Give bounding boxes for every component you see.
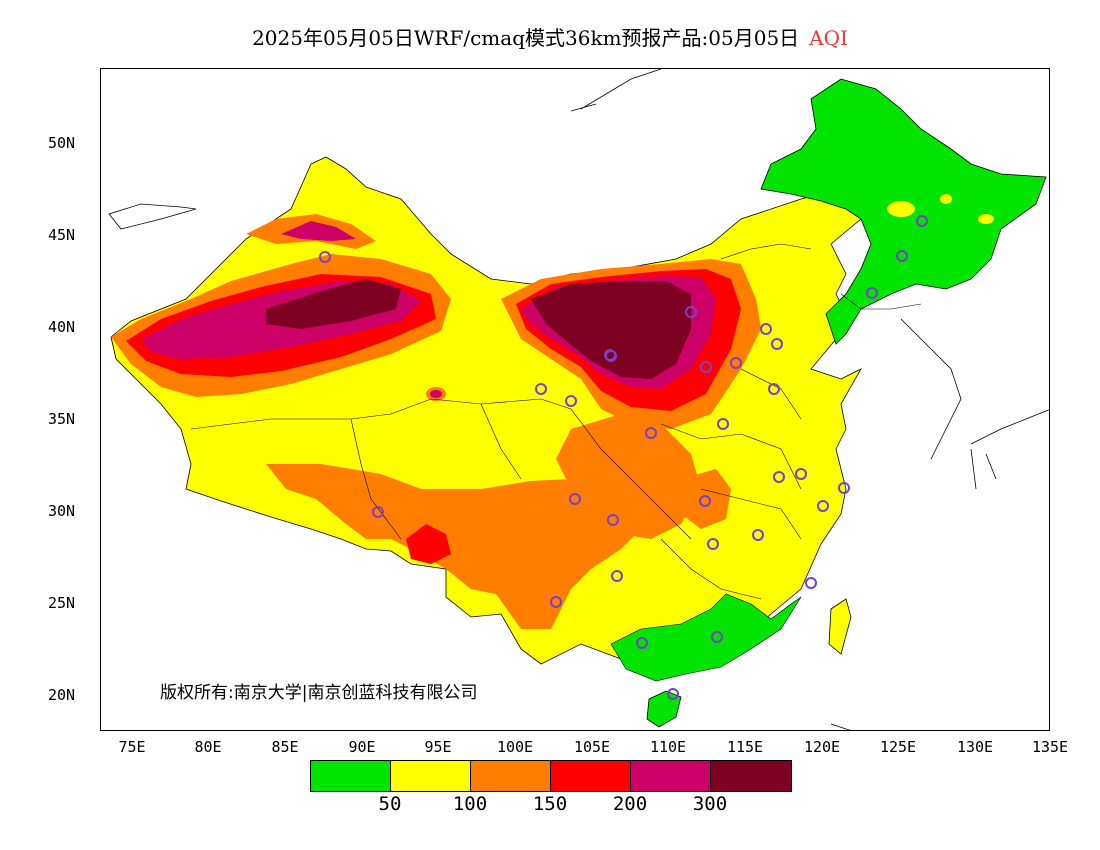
copyright-text: 版权所有:南京大学|南京创蓝科技有限公司	[160, 683, 478, 703]
monitoring-site	[717, 418, 729, 430]
lat-label-25: 25N	[48, 594, 76, 612]
legend-tick-200: 200	[612, 793, 648, 815]
lon-label-75: 75E	[118, 738, 146, 756]
region-very-unhealthy-north-core	[281, 221, 356, 241]
lon-label-110: 110E	[649, 738, 687, 756]
legend-swatch-moderate	[391, 761, 471, 791]
lon-label-80: 80E	[194, 738, 222, 756]
legend-swatch-good	[311, 761, 391, 791]
monitoring-site	[550, 596, 562, 608]
lon-label-105: 105E	[573, 738, 611, 756]
region-hazardous-north	[531, 281, 691, 379]
monitoring-site	[604, 349, 616, 361]
lon-label-85: 85E	[271, 738, 299, 756]
coastline-philippines	[830, 723, 851, 730]
lat-label-20: 20N	[48, 686, 76, 704]
monitoring-site	[730, 357, 742, 369]
legend-swatch-very-unhealthy	[631, 761, 711, 791]
monitoring-site	[667, 688, 679, 700]
lon-label-120: 120E	[803, 738, 841, 756]
lat-label-35: 35N	[48, 410, 76, 428]
lon-label-130: 130E	[956, 738, 994, 756]
monitoring-site	[636, 637, 648, 649]
map-title: 2025年05月05日WRF/cmaq模式36km预报产品:05月05日 AQI	[0, 22, 1100, 51]
region-moderate-taiwan	[828, 598, 852, 655]
lon-label-125: 125E	[879, 738, 917, 756]
region-moderate-ne-2	[978, 214, 994, 224]
region-usg-east	[681, 469, 731, 529]
monitoring-site	[768, 383, 780, 395]
monitoring-site	[319, 251, 331, 263]
monitoring-site	[866, 287, 878, 299]
monitoring-sites	[319, 215, 928, 700]
monitoring-site	[711, 631, 723, 643]
coastline-korea	[900, 318, 962, 460]
region-moderate-ne-3	[940, 194, 952, 204]
province-borders	[190, 243, 922, 600]
monitoring-site	[752, 529, 764, 541]
region-good-south	[610, 593, 802, 682]
monitoring-site	[707, 538, 719, 550]
region-usg-tibet	[266, 464, 656, 629]
monitoring-site	[771, 338, 783, 350]
region-good-hainan	[646, 690, 682, 728]
lon-label-115: 115E	[726, 738, 764, 756]
monitoring-site	[611, 570, 623, 582]
monitoring-site	[805, 577, 817, 589]
monitoring-site	[773, 471, 785, 483]
region-moderate-ne-1	[887, 201, 915, 217]
legend-tick-300: 300	[692, 793, 728, 815]
region-very-unhealthy-qinghai-spot	[430, 390, 442, 398]
lat-label-45: 45N	[48, 226, 76, 244]
lon-label-90: 90E	[348, 738, 376, 756]
coastline-lake	[108, 203, 197, 230]
lat-label-50: 50N	[48, 134, 76, 152]
lat-label-40: 40N	[48, 318, 76, 336]
monitoring-site	[685, 306, 697, 318]
region-unhealthy-tibet	[406, 524, 451, 564]
map-frame	[100, 68, 1050, 731]
monitoring-site	[817, 500, 829, 512]
color-legend	[310, 760, 792, 792]
lat-label-30: 30N	[48, 502, 76, 520]
lon-label-95: 95E	[424, 738, 452, 756]
monitoring-site	[795, 468, 807, 480]
aqi-map	[108, 69, 1049, 730]
monitoring-site	[916, 215, 928, 227]
lon-label-135: 135E	[1031, 738, 1069, 756]
legend-swatch-usg	[471, 761, 551, 791]
legend-swatch-hazardous	[711, 761, 791, 791]
monitoring-site	[565, 395, 577, 407]
legend-tick-50: 50	[378, 793, 402, 815]
monitoring-site	[645, 427, 657, 439]
monitoring-site	[535, 383, 547, 395]
monitoring-site	[896, 250, 908, 262]
lon-label-100: 100E	[496, 738, 534, 756]
monitoring-site	[699, 495, 711, 507]
monitoring-site	[838, 482, 850, 494]
coastline-kamchatka	[570, 69, 662, 112]
monitoring-site	[569, 493, 581, 505]
monitoring-site	[760, 323, 772, 335]
coastline-japan	[970, 409, 1049, 490]
monitoring-site	[700, 361, 712, 373]
monitoring-site	[607, 514, 619, 526]
legend-tick-150: 150	[532, 793, 568, 815]
title-text: 2025年05月05日WRF/cmaq模式36km预报产品:05月05日	[252, 26, 800, 50]
title-variable: AQI	[809, 26, 848, 50]
region-hazardous-xinjiang	[266, 279, 401, 329]
legend-swatch-unhealthy	[551, 761, 631, 791]
legend-tick-100: 100	[452, 793, 488, 815]
monitoring-site	[372, 506, 384, 518]
